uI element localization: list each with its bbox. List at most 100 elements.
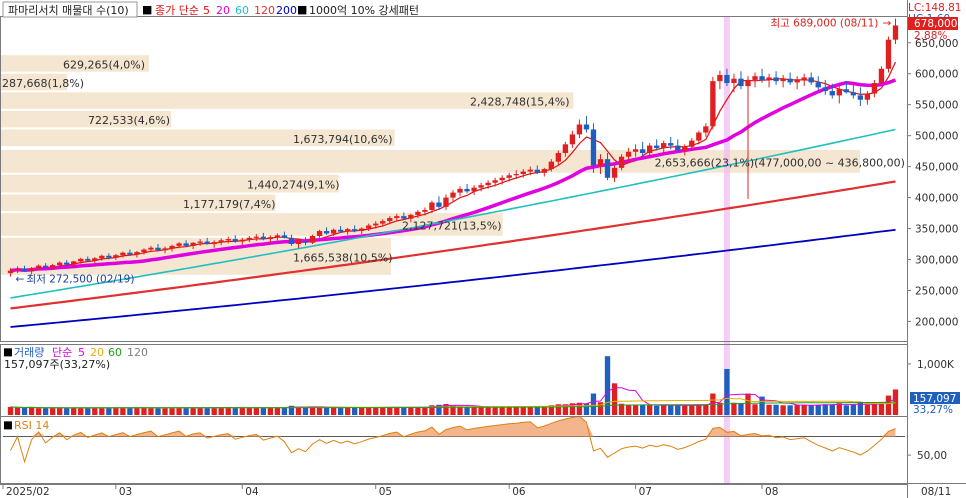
candle-body <box>555 152 562 162</box>
volume-bar <box>415 407 421 415</box>
candle-body <box>822 87 828 92</box>
volume-bar <box>155 407 161 415</box>
volume-bar <box>471 406 477 415</box>
volume-bar <box>422 407 428 415</box>
candle-body <box>78 258 84 262</box>
candle-body <box>401 216 407 219</box>
volume-profile-band <box>0 149 860 173</box>
price-panel[interactable]: 최고 689,000 (08/11) → 최저 272,500 (02/19)← 2,… <box>0 17 905 484</box>
volume-bar <box>759 396 765 415</box>
volume-bar <box>99 407 105 415</box>
candle-body <box>359 228 365 232</box>
candle-body <box>309 235 316 243</box>
volume-label: 거래량 <box>14 346 44 359</box>
candle-body <box>682 146 688 151</box>
rsi-overbought-area <box>10 416 896 437</box>
candle-body <box>148 247 154 250</box>
candle-body <box>639 149 646 153</box>
volume-bar <box>239 407 245 415</box>
volume-profile-band <box>0 213 503 236</box>
title-box[interactable] <box>2 1 138 18</box>
volume-bar <box>344 407 351 415</box>
volume-bar <box>359 407 365 415</box>
x-tick-label: 07 <box>639 486 652 498</box>
candle-body <box>485 182 491 186</box>
volume-bar <box>654 405 660 415</box>
y-tick-label: 400,000 <box>915 193 958 205</box>
volume-bar <box>267 407 274 415</box>
candle-body <box>120 252 126 256</box>
volume-bar <box>506 406 512 415</box>
volume-bar <box>576 402 583 415</box>
volume-bar <box>738 402 744 415</box>
candle-body <box>773 77 779 82</box>
candle-body <box>204 241 210 245</box>
volume-right-pct: 33,27% <box>913 404 953 416</box>
volume-bar <box>113 407 119 415</box>
volume-bar <box>71 407 77 415</box>
volume-bar <box>815 404 821 415</box>
volume-ma-120: 120 <box>127 346 148 359</box>
volume-bar <box>450 405 456 415</box>
candle-body <box>429 202 435 210</box>
volume-panel[interactable] <box>7 356 899 415</box>
candle-body <box>548 161 554 170</box>
candle-body <box>169 245 175 249</box>
volume-bar <box>85 408 91 415</box>
x-tick-label: 04 <box>245 486 259 498</box>
candle-body <box>42 265 49 268</box>
candle-body <box>134 252 140 255</box>
volume-value-box <box>910 392 960 404</box>
rsi-panel[interactable] <box>3 415 905 464</box>
candle-body <box>506 175 512 178</box>
candle-body <box>878 68 885 84</box>
volume-bar <box>35 408 42 415</box>
volume-bar <box>675 405 681 415</box>
y-tick-label: 600,000 <box>915 69 958 81</box>
volume-profile-band <box>0 129 395 147</box>
volume-bar <box>366 407 372 415</box>
volume-bar <box>64 408 70 415</box>
volume-bar <box>42 408 49 415</box>
candle-body <box>260 236 267 240</box>
candle-body <box>197 241 203 243</box>
x-end-label: 08/11 <box>921 486 951 498</box>
candle-body <box>352 229 358 232</box>
volume-bar <box>7 406 14 415</box>
volume-bar <box>316 407 323 415</box>
volume-profile-band <box>0 55 149 72</box>
volume-bar <box>829 404 835 415</box>
x-tick-label: 2025/02 <box>6 486 50 498</box>
volume-bar <box>703 404 709 415</box>
candle-body <box>155 247 161 251</box>
volume-bar <box>632 405 639 415</box>
volume-bar <box>401 407 407 415</box>
candle-body <box>21 268 28 272</box>
chart-legend: 파마리서치 매물대 수(10) ■ 종가 단순 5 20 60 120 200 … <box>2 1 419 18</box>
volume-bar <box>513 406 519 415</box>
volume-bar <box>211 407 217 415</box>
volume-bar <box>204 407 210 415</box>
volume-bar <box>330 407 337 415</box>
candle-body <box>422 209 428 212</box>
volume-bar <box>520 406 526 415</box>
candle-body <box>295 240 302 245</box>
candle-body <box>499 177 505 181</box>
volume-bar <box>197 407 203 415</box>
volume-bar <box>611 383 618 415</box>
volume-bar <box>162 407 168 415</box>
volume-bar <box>78 407 84 415</box>
candle-body <box>759 76 765 80</box>
candle-body <box>302 240 309 243</box>
candle-body <box>787 78 793 83</box>
candle-body <box>618 156 625 168</box>
volume-bar <box>787 405 793 415</box>
volume-bar <box>689 405 695 415</box>
candle-body <box>654 145 660 149</box>
candle-body <box>668 143 674 146</box>
volume-bar <box>534 406 540 415</box>
candle-body <box>141 249 147 253</box>
volume-bar <box>836 403 842 415</box>
